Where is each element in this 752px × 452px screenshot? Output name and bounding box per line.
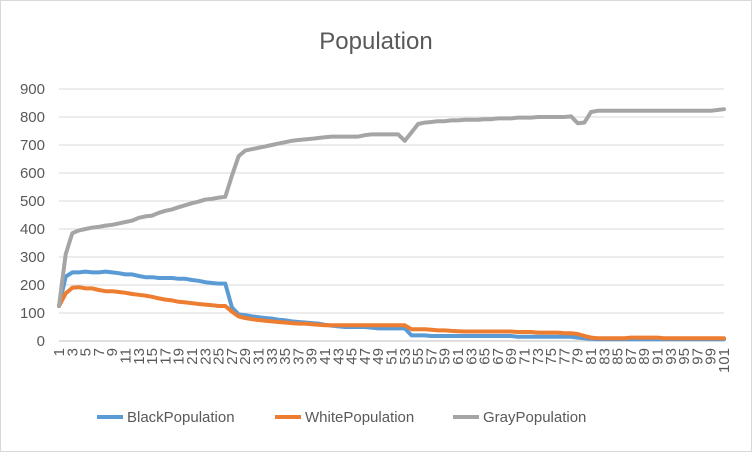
y-tick-label: 400: [20, 221, 45, 238]
x-tick-label: 91: [650, 348, 667, 365]
x-tick-label: 87: [623, 348, 640, 365]
y-tick-label: 0: [37, 333, 45, 350]
x-tick-label: 69: [503, 348, 520, 365]
x-tick-label: 15: [144, 348, 161, 365]
x-tick-label: 99: [703, 348, 720, 365]
x-tick-label: 83: [596, 348, 613, 365]
x-tick-label: 53: [397, 348, 414, 365]
x-tick-label: 61: [450, 348, 467, 365]
x-tick-label: 51: [384, 348, 401, 365]
y-tick-label: 500: [20, 193, 45, 210]
x-tick-label: 39: [304, 348, 321, 365]
x-tick-label: 3: [64, 348, 81, 356]
x-tick-label: 77: [556, 348, 573, 365]
x-tick-label: 9: [104, 348, 121, 356]
x-tick-label: 97: [689, 348, 706, 365]
x-tick-label: 47: [357, 348, 374, 365]
x-tick-label: 85: [610, 348, 627, 365]
x-tick-label: 45: [344, 348, 361, 365]
x-tick-label: 19: [171, 348, 188, 365]
x-tick-label: 11: [118, 348, 135, 364]
x-tick-label: 57: [423, 348, 440, 365]
series-line-blackpopulation: [57, 269, 726, 342]
x-tick-label: 5: [78, 348, 95, 356]
x-tick-label: 29: [237, 348, 254, 365]
x-tick-label: 27: [224, 348, 241, 365]
x-tick-label: 7: [91, 348, 108, 356]
gridlines: [59, 88, 724, 314]
y-tick-label: 200: [20, 277, 45, 294]
x-tick-label: 33: [264, 348, 281, 365]
legend: BlackPopulation WhitePopulation GrayPopula…: [97, 409, 586, 426]
x-tick-label: 81: [583, 348, 600, 365]
y-tick-label: 100: [20, 305, 45, 322]
x-tick-label: 73: [530, 348, 547, 365]
y-tick-label: 700: [20, 137, 45, 154]
x-tick-label: 65: [477, 348, 494, 365]
x-tick-label: 31: [251, 348, 268, 365]
x-tick-label: 67: [490, 348, 507, 365]
x-tick-label: 41: [317, 348, 334, 365]
x-tick-label: 21: [184, 348, 201, 365]
x-tick-label: 13: [131, 348, 148, 365]
y-axis-ticks: 0 100 200 300 400 500 600 700 800 900: [20, 81, 45, 350]
x-tick-label: 55: [410, 348, 427, 365]
x-tick-label: 89: [636, 348, 653, 365]
y-tick-label: 800: [20, 109, 45, 126]
legend-label: BlackPopulation: [127, 409, 235, 426]
x-tick-label: 101: [716, 348, 733, 373]
legend-label: GrayPopulation: [483, 409, 586, 426]
x-tick-label: 71: [517, 348, 534, 365]
x-tick-label: 59: [437, 348, 454, 365]
series-lines: [57, 107, 726, 342]
x-tick-label: 23: [197, 348, 214, 365]
series-line-whitepopulation: [57, 285, 726, 341]
x-axis-ticks: 1357911131517192123252729313335373941434…: [51, 348, 733, 373]
x-tick-label: 25: [211, 348, 228, 365]
x-tick-label: 35: [277, 348, 294, 365]
x-tick-label: 75: [543, 348, 560, 365]
x-tick-label: 37: [290, 348, 307, 365]
x-tick-label: 95: [676, 348, 693, 365]
y-tick-label: 300: [20, 249, 45, 266]
x-tick-label: 49: [370, 348, 387, 365]
x-tick-label: 17: [157, 348, 174, 365]
y-tick-label: 600: [20, 165, 45, 182]
x-tick-label: 93: [663, 348, 680, 365]
y-tick-label: 900: [20, 81, 45, 98]
x-tick-label: 79: [570, 348, 587, 365]
legend-label: WhitePopulation: [305, 409, 414, 426]
x-tick-label: 63: [463, 348, 480, 365]
x-tick-label: 43: [330, 348, 347, 365]
chart-title: Population: [319, 28, 432, 55]
x-tick-label: 1: [51, 348, 68, 356]
series-line-graypopulation: [57, 107, 726, 308]
